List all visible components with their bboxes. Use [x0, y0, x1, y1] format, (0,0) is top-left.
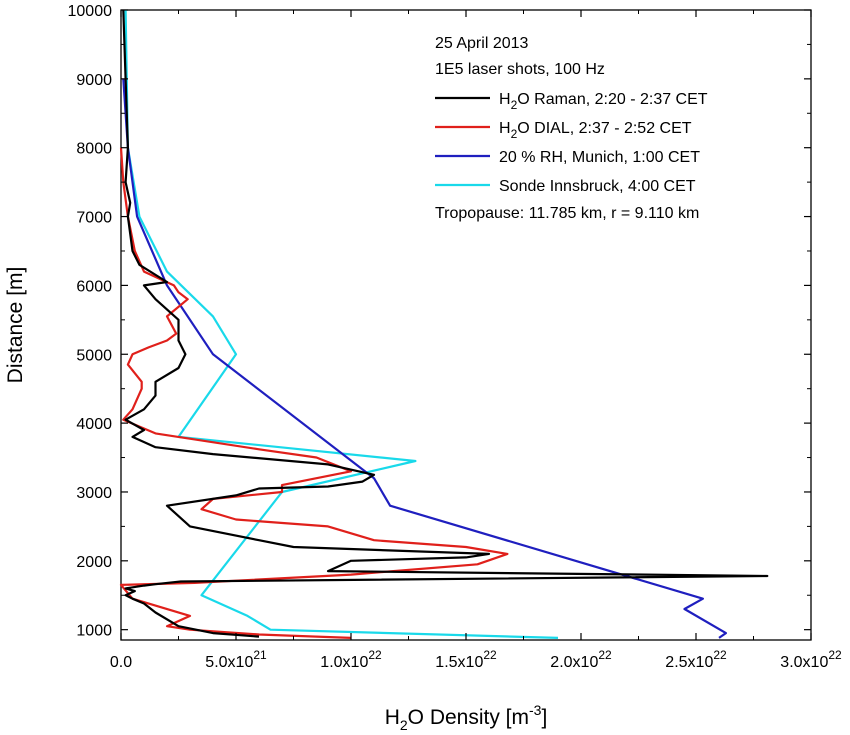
x-tick-label: 1.0x1022	[320, 648, 382, 671]
y-tick-label: 1000	[76, 623, 112, 640]
y-tick-label: 3000	[76, 485, 112, 502]
y-tick-label: 10000	[68, 3, 113, 20]
series-layer	[119, 9, 769, 639]
annotations: 25 April 2013 1E5 laser shots, 100 Hz Tr…	[435, 35, 699, 222]
legend: H2O Raman, 2:20 - 2:37 CET H2O DIAL, 2:37…	[435, 91, 708, 195]
annotation-tropopause: Tropopause: 11.785 km, r = 9.110 km	[435, 205, 699, 222]
legend-label-3: Sonde Innsbruck, 4:00 CET	[499, 178, 696, 195]
x-axis-label: H2O Density [m-3]	[385, 702, 548, 733]
legend-label-2: 20 % RH, Munich, 1:00 CET	[499, 149, 700, 166]
x-tick-label: 2.0x1022	[550, 648, 612, 671]
y-tick-label: 7000	[76, 210, 112, 227]
x-tick-label: 5.0x1021	[205, 648, 267, 671]
y-axis-label: Distance [m]	[4, 267, 27, 384]
tick-layer: 1000 2000 3000 4000 5000 6000 7000 8000 9000 1000…	[68, 3, 843, 671]
y-tick-label: 5000	[76, 347, 112, 364]
series-line-2	[122, 78, 728, 639]
y-tick-label: 6000	[76, 278, 112, 295]
annotation-date: 25 April 2013	[435, 35, 529, 52]
x-tick-label: 2.5x1022	[665, 648, 727, 671]
annotation-shots: 1E5 laser shots, 100 Hz	[435, 61, 605, 78]
y-tick-label: 2000	[76, 554, 112, 571]
x-tick-label: 0.0	[110, 654, 132, 671]
legend-label-1: H2O DIAL, 2:37 - 2:52 CET	[499, 120, 692, 141]
series-line-3	[124, 9, 559, 639]
series-line-0	[122, 9, 769, 638]
y-tick-label: 4000	[76, 416, 112, 433]
legend-label-0: H2O Raman, 2:20 - 2:37 CET	[499, 91, 708, 112]
x-tick-label: 3.0x1022	[780, 648, 842, 671]
x-tick-label: 1.5x1022	[435, 648, 497, 671]
y-tick-label: 8000	[76, 141, 112, 158]
y-tick-label: 9000	[76, 72, 112, 89]
